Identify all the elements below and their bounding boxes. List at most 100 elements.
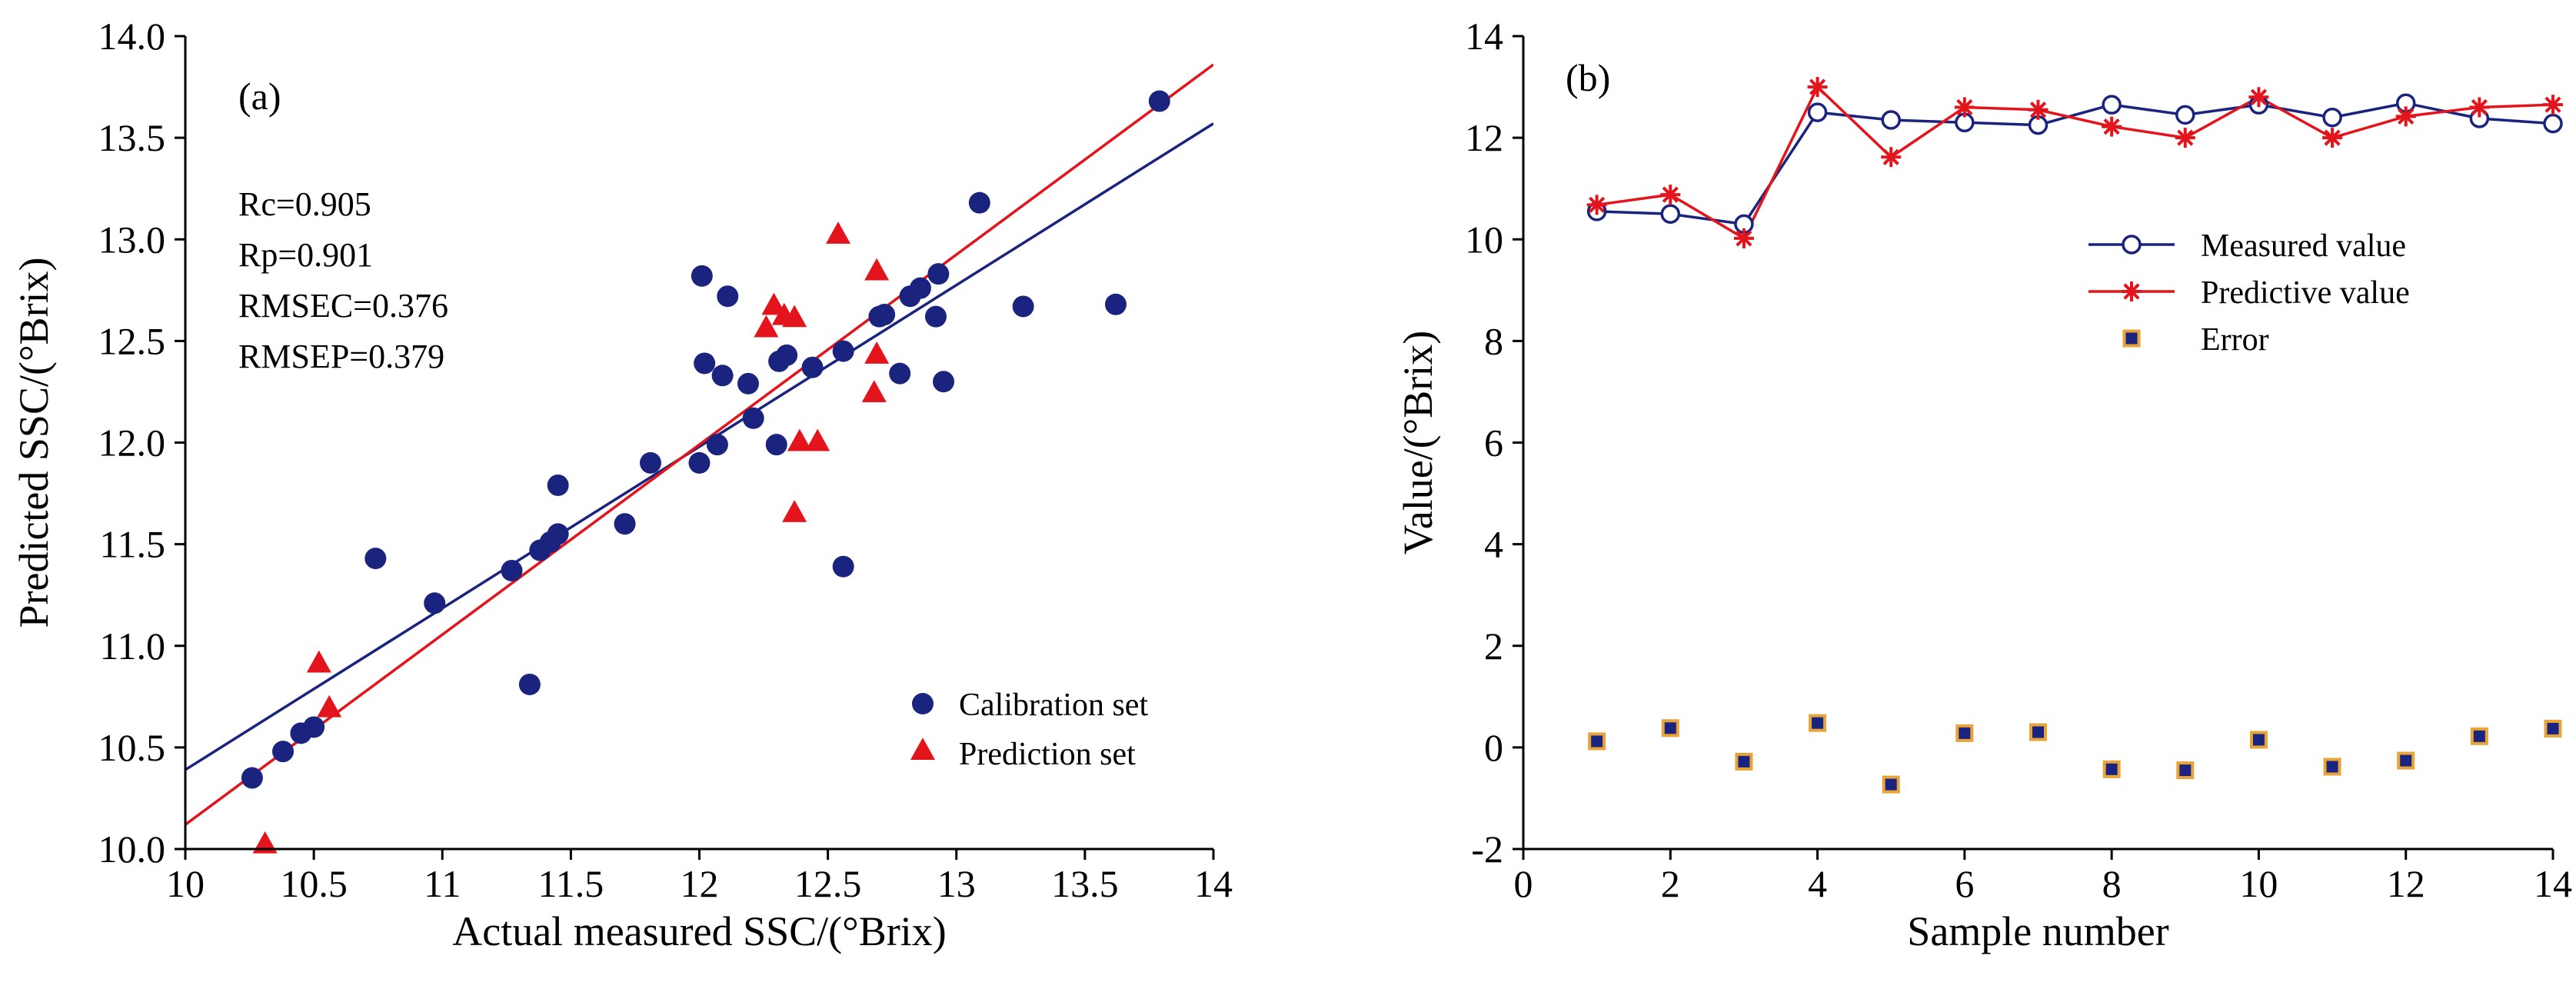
stats-annotation: Rp=0.901	[238, 236, 373, 274]
predictive-value-point	[2248, 87, 2269, 108]
panel-b-line-chart: 0 2 4 6 8 10 12 14 -2 0 2 4 6 8 10 12 14 Sample number Val…	[1395, 15, 2572, 954]
error-point	[2249, 731, 2268, 749]
legend-marker-prediction	[910, 738, 935, 760]
calibration-point	[364, 548, 387, 570]
measured-value-point	[2102, 95, 2122, 115]
y-tick-label: 2	[1484, 624, 1503, 668]
asterisk-stroke	[1736, 230, 1752, 247]
calibration-point	[742, 407, 764, 429]
calibration-point	[547, 474, 569, 496]
calibration-point	[614, 513, 636, 535]
y-tick-label: 12	[1465, 116, 1503, 159]
y-axis-title: Predicted SSC/(°Brix)	[11, 257, 57, 628]
predictive-value-point	[1660, 185, 1681, 205]
legend: Calibration set Prediction set	[910, 688, 1148, 772]
y-tick-label: 12.0	[98, 421, 166, 465]
prediction-point	[782, 500, 807, 522]
error-point	[2102, 760, 2121, 778]
predictive-value-point	[2543, 95, 2563, 115]
calibration-point	[424, 592, 446, 614]
prediction-point	[317, 694, 342, 718]
predictive-value-point	[1881, 147, 1902, 168]
x-tick-label: 13	[937, 862, 976, 905]
prediction-point	[861, 380, 887, 403]
x-tick-label: 14	[2534, 862, 2572, 905]
error-point	[1882, 775, 1900, 794]
legend-marker-predictive	[2122, 281, 2142, 301]
measured-value-point	[1660, 204, 1681, 224]
calibration-point	[688, 451, 711, 474]
calibration-point	[832, 555, 854, 578]
asterisk-stroke	[2398, 108, 2415, 125]
calibration-point	[927, 263, 950, 285]
error-point	[2544, 719, 2562, 738]
asterisk-stroke	[2177, 129, 2194, 146]
predictive-value-point	[1807, 77, 1828, 98]
calibration-point	[241, 767, 263, 789]
prediction-point	[825, 221, 850, 244]
x-tick-label: 12	[681, 862, 719, 905]
x-tick-label: 0	[1514, 862, 1533, 905]
error-point	[1809, 714, 1827, 732]
x-tick-label: 10.5	[280, 862, 348, 905]
calibration-point	[501, 559, 523, 581]
y-tick-label: 13.5	[98, 116, 166, 159]
y-tick-label: 12.5	[98, 319, 166, 362]
y-tick-label: 0	[1484, 726, 1503, 769]
calibration-point	[968, 191, 990, 214]
calibration-point	[691, 265, 713, 287]
legend-marker-error	[2122, 329, 2141, 348]
error-point	[2323, 758, 2341, 776]
y-tick-label: 11.0	[99, 624, 165, 668]
legend-marker-measured	[2122, 235, 2142, 255]
y-tick-label: 14.0	[98, 15, 166, 58]
x-axis-title: Actual measured SSC/(°Brix)	[452, 908, 947, 954]
calibration-point	[1148, 90, 1170, 112]
asterisk-stroke	[1882, 148, 1899, 165]
calibration-point	[832, 340, 854, 362]
error-point	[1735, 752, 1753, 771]
prediction-point	[252, 831, 278, 854]
predictive-value-point	[1954, 97, 1975, 118]
y-tick-label: 14	[1465, 15, 1503, 58]
calibration-point	[717, 285, 739, 308]
fit-line-prediction	[185, 63, 1213, 826]
prediction-point	[864, 258, 890, 281]
y-tick-label: 10.5	[98, 726, 166, 769]
calibration-point	[737, 372, 760, 395]
predictive-value-point	[2322, 128, 2343, 148]
calibration-point	[909, 277, 931, 299]
x-tick-label: 11	[424, 862, 461, 905]
x-tick-label: 2	[1661, 862, 1680, 905]
y-tick-label: 10.0	[98, 827, 166, 871]
x-tick-label: 12	[2387, 862, 2425, 905]
x-axis-title: Sample number	[1907, 908, 2168, 954]
error-point	[1955, 724, 1974, 742]
error-point	[1661, 719, 1679, 738]
asterisk-stroke	[2324, 129, 2341, 146]
error-point	[2176, 761, 2195, 780]
measured-value-point	[1807, 102, 1828, 122]
y-tick-label: 13.0	[98, 218, 166, 261]
prediction-point	[782, 305, 807, 328]
y-tick-label: 4	[1484, 523, 1503, 566]
asterisk-stroke	[1809, 78, 1826, 95]
calibration-point	[639, 451, 661, 474]
calibration-point	[765, 434, 787, 456]
prediction-point	[306, 650, 331, 673]
x-tick-label: 10	[2239, 862, 2278, 905]
asterisk-stroke	[1956, 98, 1973, 116]
fit-line-calibration	[185, 122, 1213, 771]
predictive-value-line	[1596, 85, 2554, 241]
y-tick-label: -2	[1471, 827, 1503, 871]
legend-label-measured: Measured value	[2201, 228, 2406, 264]
prediction-point	[754, 315, 779, 338]
asterisk-stroke	[1662, 186, 1679, 203]
legend-label-prediction: Prediction set	[959, 737, 1136, 772]
measured-value-line	[1596, 102, 2554, 226]
calibration-point	[1104, 293, 1127, 315]
calibration-point	[547, 523, 569, 545]
calibration-point	[706, 434, 728, 456]
predictive-value-point	[2175, 128, 2195, 148]
